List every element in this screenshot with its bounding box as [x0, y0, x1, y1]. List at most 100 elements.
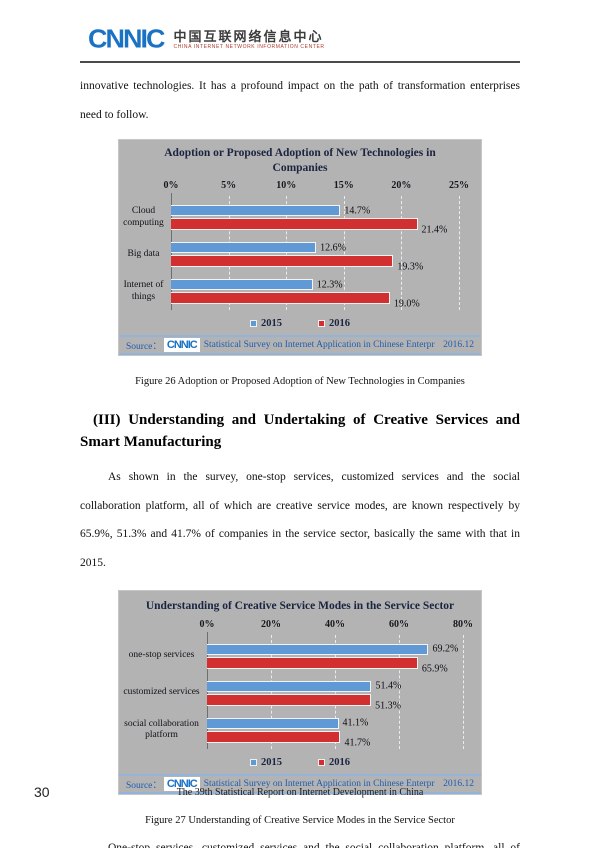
source-date: 2016.12: [443, 778, 474, 789]
category-label: one-stop services: [128, 650, 195, 661]
legend-item: 2016: [318, 757, 350, 768]
page-header: CNNIC 中国互联网络信息中心 CHINA INTERNET NETWORK …: [80, 26, 520, 63]
axis-tick-label: 60%: [389, 618, 409, 630]
bar-group: 12.6% 19.3%: [171, 242, 459, 272]
category-row: Internet of things 12.3% 19.0%: [119, 279, 481, 309]
legend-swatch: [318, 320, 325, 327]
axis-tick-label: 5%: [221, 180, 237, 191]
gridline: [286, 196, 288, 310]
bar-2016: 19.3%: [171, 255, 423, 272]
legend-label: 2015: [261, 318, 282, 329]
gridline: [271, 634, 272, 749]
bar-2015: 14.7%: [171, 205, 370, 216]
figure26-chart: Adoption or Proposed Adoption of New Tec…: [118, 139, 482, 356]
bar-value-label: 41.1%: [342, 717, 369, 729]
legend-label: 2016: [329, 318, 350, 329]
category-row: social collaboration platform 41.1% 41.7%: [119, 717, 481, 748]
survey-paragraph: As shown in the survey, one-stop service…: [80, 471, 520, 569]
bar-2016: 51.3%: [207, 693, 401, 711]
source-date: 2016.12: [443, 340, 474, 350]
axis-tick-label: 20%: [261, 618, 281, 630]
category-row: Cloud computing 14.7% 21.4%: [119, 205, 481, 235]
legend-label: 2016: [329, 756, 350, 768]
page-content: innovative technologies. It has a profou…: [80, 72, 520, 848]
figure27-chart: Understanding of Creative Service Modes …: [118, 590, 482, 795]
bar-2015: 51.4%: [207, 680, 401, 692]
gridline: [228, 196, 230, 310]
intro-paragraph: innovative technologies. It has a profou…: [80, 80, 520, 121]
chart-body: 0% 5% 10% 15% 20% 25% Cloud computing 14.7% 21.…: [119, 179, 481, 355]
bar-value-label: 69.2%: [432, 643, 459, 655]
gridline: [459, 196, 460, 310]
legend-swatch: [250, 320, 257, 327]
bar-2015: 12.3%: [171, 279, 343, 290]
legend-swatch: [250, 758, 257, 766]
page-footer: 30 The 39th Statistical Report on Intern…: [0, 784, 600, 804]
category-row: one-stop services 69.2% 65.9%: [119, 643, 481, 674]
bar-2016: 65.9%: [207, 656, 448, 674]
bar-value-label: 51.3%: [375, 699, 401, 711]
axis-tick-label: 20%: [391, 180, 412, 191]
gridline: [463, 634, 464, 749]
cnnic-logo: CNNIC 中国互联网络信息中心 CHINA INTERNET NETWORK …: [80, 26, 520, 52]
chart-legend: 2015 2016: [119, 757, 481, 768]
axis-tick-label: 25%: [449, 180, 469, 191]
legend-item: 2015: [250, 318, 282, 329]
bar-value-label: 19.3%: [397, 261, 424, 273]
source-text: Statistical Survey on Internet Applicati…: [203, 778, 436, 789]
bar-2016: 21.4%: [171, 218, 447, 235]
bar-value-label: 51.4%: [375, 680, 402, 692]
legend-label: 2015: [261, 756, 282, 768]
bar-value-label: 41.7%: [344, 736, 371, 748]
category-label: Cloud computing: [123, 206, 164, 228]
bar-2016: 19.0%: [171, 292, 420, 309]
chart-axis: 0% 20% 40% 60% 80%: [200, 618, 474, 635]
category-label: customized services: [123, 687, 200, 698]
bar-value-label: 21.4%: [421, 224, 448, 236]
bar-group: 14.7% 21.4%: [171, 205, 459, 235]
chart-plot: Cloud computing 14.7% 21.4% Big data 12.6% 19…: [119, 193, 481, 310]
bar-2015: 41.1%: [207, 717, 368, 729]
bar-group: 41.1% 41.7%: [207, 717, 463, 748]
bar-group: 51.4% 51.3%: [207, 680, 463, 711]
category-label: Big data: [127, 248, 160, 259]
bar-value-label: 19.0%: [393, 298, 420, 310]
axis-tick-label: 0%: [199, 618, 215, 630]
chart-rows: Cloud computing 14.7% 21.4% Big data 12.6% 19…: [119, 205, 481, 309]
bar-value-label: 12.3%: [316, 279, 343, 290]
chart-title: Adoption or Proposed Adoption of New Tec…: [164, 147, 436, 174]
category-row: customized services 51.4% 51.3%: [119, 680, 481, 711]
cnnic-logo-english: CHINA INTERNET NETWORK INFORMATION CENTE…: [173, 44, 325, 50]
category-row: Big data 12.6% 19.3%: [119, 242, 481, 272]
closing-paragraph: One-stop services, customized services a…: [108, 841, 520, 848]
chart-axis: 0% 5% 10% 15% 20% 25%: [164, 179, 470, 196]
axis-tick-label: 40%: [325, 618, 345, 630]
chart-source-bar: Source： CNNIC Statistical Survey on Inte…: [119, 773, 481, 794]
cnnic-source-logo: CNNIC: [163, 776, 200, 791]
bar-2016: 41.7%: [207, 730, 370, 748]
figure26-caption: Figure 26 Adoption or Proposed Adoption …: [135, 376, 465, 387]
gridline: [399, 634, 400, 749]
chart-plot: one-stop services 69.2% 65.9% customized se…: [119, 631, 481, 749]
footer-title: The 39th Statistical Report on Internet …: [176, 787, 424, 798]
bar-2015: 12.6%: [171, 242, 346, 253]
bar-value-label: 12.6%: [320, 242, 346, 253]
bar-group: 12.3% 19.0%: [171, 279, 459, 309]
bar-2015: 69.2%: [207, 643, 458, 655]
source-prefix: Source：: [126, 342, 162, 352]
gridline: [343, 196, 345, 310]
axis-tick-label: 80%: [453, 618, 473, 630]
cnnic-logo-caption: 中国互联网络信息中心 CHINA INTERNET NETWORK INFORM…: [174, 29, 325, 52]
cnnic-source-logo: CNNIC: [163, 338, 200, 352]
legend-item: 2015: [250, 757, 282, 768]
page-number: 30: [34, 784, 50, 800]
axis-tick-label: 0%: [163, 180, 179, 191]
cnnic-logo-chinese: 中国互联网络信息中心: [173, 29, 324, 44]
figure27-caption: Figure 27 Understanding of Creative Serv…: [145, 814, 455, 826]
category-label: Internet of things: [123, 280, 164, 302]
legend-swatch: [318, 758, 325, 766]
legend-item: 2016: [318, 318, 350, 329]
gridline: [335, 634, 336, 749]
chart-source-bar: Source： CNNIC Statistical Survey on Inte…: [119, 335, 481, 355]
